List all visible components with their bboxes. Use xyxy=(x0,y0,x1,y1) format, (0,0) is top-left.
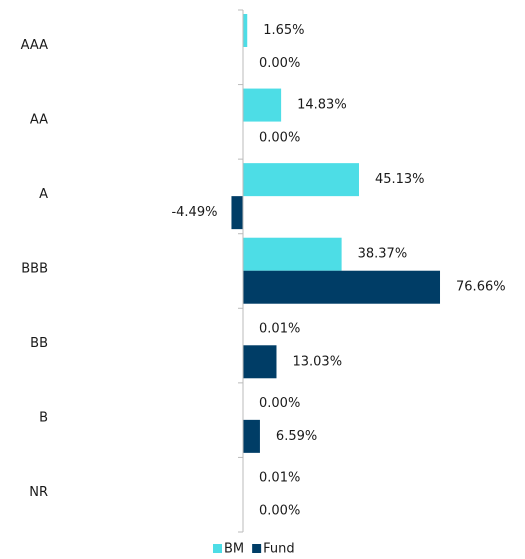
data-label: 0.00% xyxy=(259,131,300,146)
category-label: AA xyxy=(30,112,48,127)
data-label: 6.59% xyxy=(276,429,317,444)
data-label: 0.00% xyxy=(259,396,300,411)
bar xyxy=(243,237,342,271)
data-label: 45.13% xyxy=(375,172,425,187)
data-label: 76.66% xyxy=(456,280,506,295)
category-label: B xyxy=(39,411,48,426)
bar xyxy=(243,14,248,47)
legend-swatch xyxy=(252,544,262,553)
bar xyxy=(243,345,277,379)
data-label: 0.01% xyxy=(259,321,300,336)
category-label: A xyxy=(39,187,48,202)
data-label: -4.49% xyxy=(171,205,217,220)
bar xyxy=(243,419,260,453)
data-label: 38.37% xyxy=(358,247,408,262)
bar xyxy=(243,163,359,197)
data-label: 0.01% xyxy=(259,470,300,485)
category-label: AAA xyxy=(21,38,49,53)
data-label: 0.00% xyxy=(259,503,300,518)
category-label: BBB xyxy=(21,262,48,277)
data-label: 14.83% xyxy=(297,98,347,113)
data-label: 1.65% xyxy=(263,23,304,38)
legend-label: BM xyxy=(224,542,244,557)
legend-swatch xyxy=(213,544,222,553)
category-label: NR xyxy=(29,485,48,500)
bar xyxy=(243,270,441,304)
data-label: 0.00% xyxy=(259,56,300,71)
bar xyxy=(231,196,243,230)
category-label: BB xyxy=(30,336,48,351)
bar xyxy=(243,88,282,122)
data-label: 13.03% xyxy=(292,354,342,369)
legend-label: Fund xyxy=(263,542,295,557)
